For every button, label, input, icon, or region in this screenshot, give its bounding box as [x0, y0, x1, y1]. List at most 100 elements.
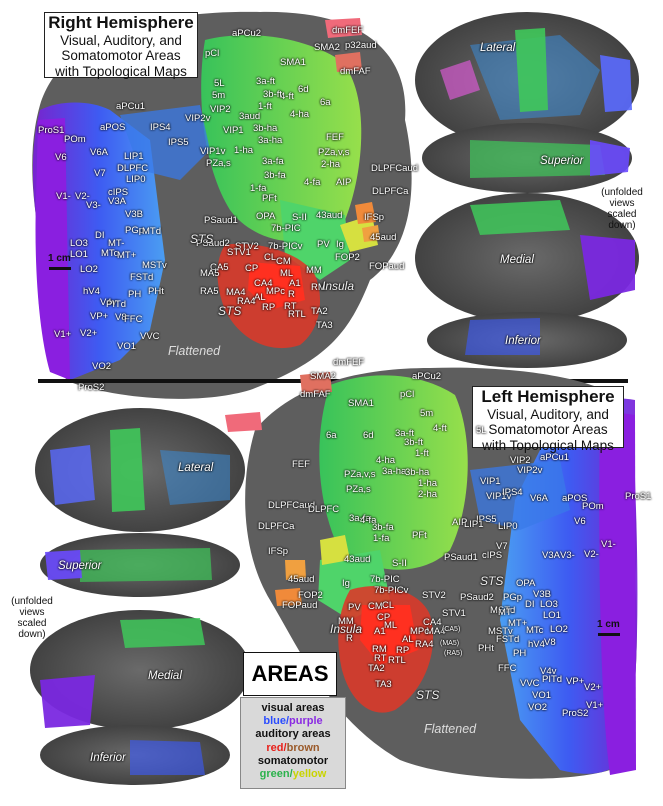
left-area-label: CL [382, 600, 395, 611]
legend-somato-colors: green/yellow [259, 767, 327, 780]
left-area-label: (MA5) [440, 640, 460, 647]
legend-auditory-colors: red/brown [266, 741, 320, 754]
left-area-label: CA4 [423, 617, 442, 628]
left-area-label: PH [513, 648, 527, 659]
left-area-label: V2- [584, 549, 599, 560]
note-line2: views [609, 198, 635, 209]
left-area-label: 4-fa [360, 515, 377, 526]
right-yellow-patch [340, 215, 378, 252]
right-area-label: 3a-fa [262, 156, 284, 167]
left-area-label: VIP2v [517, 465, 543, 476]
right-area-label: ProS2 [78, 382, 105, 393]
right-area-label: MPc [266, 286, 285, 297]
right-area-label: DLPFCa [372, 186, 409, 197]
left-area-label: 45aud [288, 574, 315, 585]
right-area-label: V3A [108, 196, 126, 207]
right-area-label: VP+ [90, 311, 109, 322]
right-area-label: PV [317, 239, 330, 250]
right-scale-label: 1 cm [48, 253, 71, 264]
right-title-line1: Right Hemisphere [48, 13, 194, 32]
left-area-label: 1-fa [373, 533, 390, 544]
right-area-label: RTL [288, 309, 306, 320]
left-area-label: 4-ha [376, 455, 396, 466]
right-area-label: 6d [298, 84, 309, 95]
right-area-label: 1-ft [258, 101, 272, 112]
left-area-label: V6 [574, 516, 586, 527]
left-area-label: 1-ha [418, 478, 438, 489]
left-area-label: PHt [478, 643, 494, 654]
right-area-label: FEF [326, 132, 344, 143]
left-area-label: Ig [342, 578, 350, 589]
left-area-label: 6a [326, 430, 337, 441]
left-medial-label: Medial [148, 670, 182, 682]
right-area-label: TA2 [311, 306, 328, 317]
right-area-label: 4-fa [304, 177, 321, 188]
right-area-label: V1+ [54, 329, 72, 340]
left-area-label: 4-ft [433, 423, 447, 434]
left-area-label: MT+ [508, 618, 528, 629]
left-area-label: V3A [542, 550, 560, 561]
right-area-label: 3b-ha [253, 123, 278, 134]
right-superior-label: Superior [540, 155, 584, 167]
right-area-label: STS [218, 304, 242, 318]
right-area-label: V8 [115, 312, 127, 323]
right-area-label: VIP1 [223, 125, 244, 136]
right-area-label: LIP1 [124, 151, 144, 162]
left-area-label: AIP [452, 517, 468, 528]
note-line2: views [19, 607, 45, 618]
left-area-label: V1- [601, 539, 616, 550]
left-area-label: SMA1 [348, 398, 374, 409]
right-area-label: R [288, 289, 295, 300]
right-area-label: DLPFCaud [371, 163, 418, 174]
right-area-label: A1 [289, 278, 301, 289]
right-area-label: VIP2 [210, 104, 231, 115]
left-area-label: VIP1v [486, 491, 512, 502]
right-area-label: aPCu1 [116, 101, 146, 112]
right-area-label: SMA2 [314, 42, 340, 53]
left-hemisphere-title: Left Hemisphere Visual, Auditory, and So… [472, 386, 624, 453]
right-area-label: 45aud [370, 232, 397, 243]
right-area-label: PHt [148, 286, 164, 297]
left-area-label: V1+ [586, 700, 604, 711]
left-area-label: OPA [516, 578, 536, 589]
right-somato [201, 35, 362, 242]
right-area-label: CL [264, 252, 277, 263]
left-area-label: A1 [374, 626, 386, 637]
right-area-label: IPS5 [168, 137, 189, 148]
right-unfolded-note: (unfolded views scaled down) [592, 187, 652, 231]
right-hemisphere-title: Right Hemisphere Visual, Auditory, and S… [44, 12, 198, 79]
right-area-label: 1-ha [234, 145, 254, 156]
left-area-label: MT- [498, 607, 515, 618]
right-area-label: V2- [75, 191, 90, 202]
left-area-label: TA2 [368, 663, 385, 674]
left-area-label: LIP0 [498, 521, 518, 532]
left-area-label: aPCu1 [540, 452, 570, 463]
right-area-label: Ig [336, 239, 344, 250]
left-area-label: RA4 [415, 639, 434, 650]
left-area-label: dmFEF [333, 357, 365, 368]
right-inferior-label: Inferior [505, 335, 541, 347]
left-area-label: 43aud [344, 554, 371, 565]
legend-somato: somatomotor [257, 754, 329, 767]
left-area-label: SMA2 [310, 371, 336, 382]
left-area-label: aPOS [562, 493, 588, 504]
left-area-label: VVC [520, 678, 540, 689]
right-area-label: 4-ha [290, 109, 310, 120]
right-area-label: RA4 [237, 296, 256, 307]
right-orange-45 [362, 225, 380, 242]
note-line3: scaled [17, 618, 47, 629]
right-area-label: FOP2 [335, 252, 360, 263]
right-area-label: 43aud [316, 210, 343, 221]
left-area-label: DI [525, 599, 535, 610]
right-area-label: dmFEF [332, 25, 364, 36]
left-pink-p32 [225, 412, 262, 432]
left-area-label: PZa,s [346, 484, 371, 495]
right-area-label: MT+ [117, 250, 137, 261]
right-area-label: DI [95, 230, 105, 241]
left-superior-label: Superior [58, 560, 102, 572]
left-area-label: V7 [496, 541, 508, 552]
right-area-label: MA4 [226, 287, 246, 298]
left-area-label: PZa,v,s [344, 469, 376, 480]
right-area-label: RT [284, 301, 297, 312]
